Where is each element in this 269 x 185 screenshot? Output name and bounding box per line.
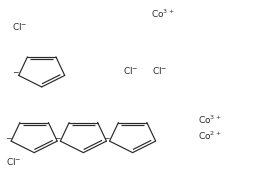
Text: Cl$^{-}$: Cl$^{-}$ [152, 65, 168, 76]
Text: −: − [54, 134, 61, 143]
Text: −: − [12, 69, 19, 78]
Text: Cl$^{-}$: Cl$^{-}$ [123, 65, 139, 76]
Text: Co$^{2+}$: Co$^{2+}$ [198, 130, 221, 142]
Text: −: − [5, 134, 11, 143]
Text: Co$^{3+}$: Co$^{3+}$ [151, 8, 174, 20]
Text: −: − [103, 134, 110, 143]
Text: Cl$^{-}$: Cl$^{-}$ [12, 21, 28, 32]
Text: Cl$^{-}$: Cl$^{-}$ [6, 156, 22, 167]
Text: Co$^{3+}$: Co$^{3+}$ [198, 113, 221, 126]
